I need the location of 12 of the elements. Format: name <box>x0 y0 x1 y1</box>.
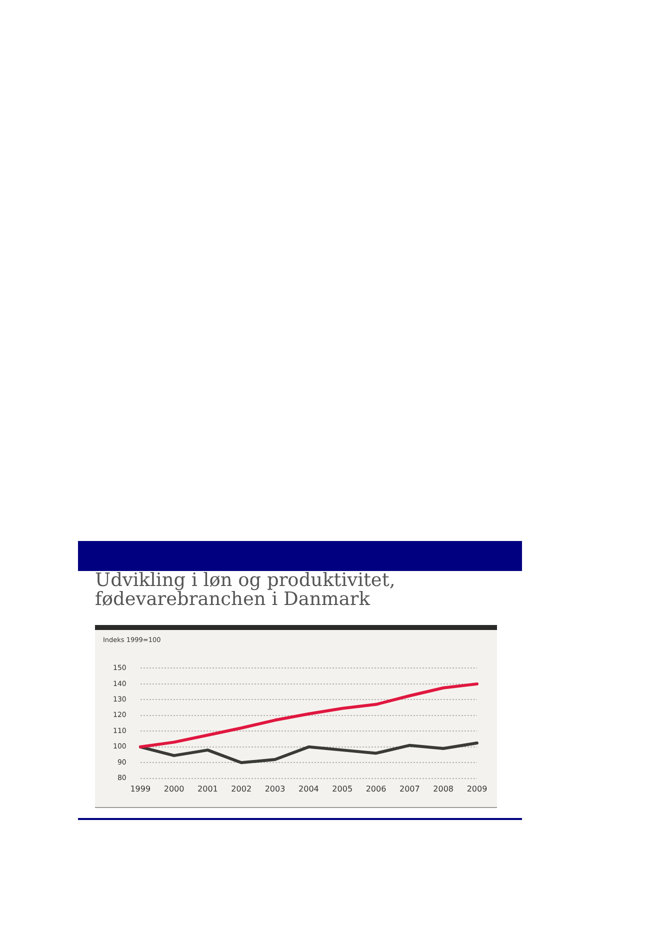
x-tick-label: 2004 <box>298 784 319 794</box>
x-tick-label: 2006 <box>366 784 386 794</box>
x-tick-label: 2003 <box>264 784 286 794</box>
x-tick-label: 2009 <box>466 784 488 794</box>
x-tick-label: 2007 <box>399 784 420 794</box>
x-tick-label: 2001 <box>198 784 218 794</box>
x-tick-label: 2008 <box>433 784 454 794</box>
x-tick-label: 2002 <box>231 784 252 794</box>
x-tick-label: 2005 <box>332 784 353 794</box>
chart-title: Udvikling i løn og produktivitet, fødevarebranchen i Danmark <box>95 570 396 610</box>
x-tick-label: 1999 <box>130 784 151 794</box>
x-tick-label: 2000 <box>164 784 184 794</box>
